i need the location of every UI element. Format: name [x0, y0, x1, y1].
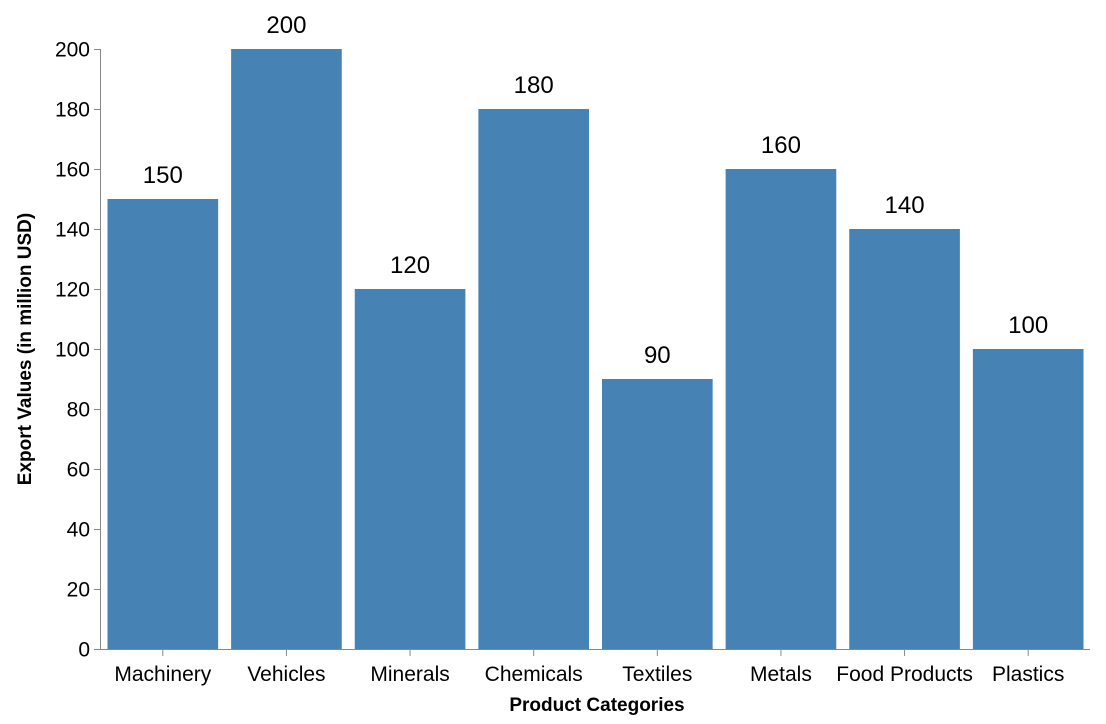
y-tick-label-120: 120 [55, 279, 90, 302]
bars-layer [107, 49, 1084, 649]
bar-vehicles [231, 49, 342, 649]
x-tick-label-vehicles: Vehicles [247, 663, 325, 686]
data-label-machinery: 150 [143, 162, 183, 189]
x-tick-label-metals: Metals [750, 663, 812, 686]
x-tick-label-food-products: Food Products [836, 663, 973, 686]
y-tick-label-100: 100 [55, 339, 90, 362]
y-tick-label-140: 140 [55, 219, 90, 242]
y-tick-label-0: 0 [78, 639, 90, 662]
bar-food-products [849, 229, 960, 649]
y-axis: 0 20 40 60 80 100 120 140 160 180 200 [55, 39, 101, 662]
bar-textiles [602, 379, 713, 649]
bar-chemicals [478, 109, 590, 649]
x-axis: Machinery Vehicles Minerals Chemicals Textil… [100, 649, 1090, 686]
data-labels-layer: 150 200 120 180 90 160 140 100 [143, 12, 1048, 369]
bar-plastics [972, 349, 1084, 649]
data-label-minerals: 120 [390, 252, 430, 279]
data-label-vehicles: 200 [266, 12, 306, 39]
bar-metals [725, 169, 837, 649]
x-tick-label-minerals: Minerals [370, 663, 449, 686]
x-tick-label-machinery: Machinery [114, 663, 211, 686]
y-tick-label-20: 20 [67, 579, 90, 602]
y-tick-label-40: 40 [67, 519, 90, 542]
data-label-chemicals: 180 [514, 72, 554, 99]
y-tick-label-80: 80 [67, 399, 90, 422]
data-label-plastics: 100 [1008, 312, 1048, 339]
x-axis-title: Product Categories [509, 695, 684, 716]
bar-machinery [107, 199, 219, 649]
y-tick-label-60: 60 [67, 459, 90, 482]
x-tick-label-chemicals: Chemicals [485, 663, 583, 686]
data-label-metals: 160 [761, 132, 801, 159]
data-label-food-products: 140 [885, 192, 925, 219]
y-axis-title: Export Values (in million USD) [15, 213, 36, 485]
bar-minerals [354, 289, 466, 649]
data-label-textiles: 90 [644, 342, 671, 369]
y-tick-label-160: 160 [55, 159, 90, 182]
x-tick-label-plastics: Plastics [992, 663, 1064, 686]
y-tick-label-200: 200 [55, 39, 90, 62]
y-tick-label-180: 180 [55, 99, 90, 122]
x-tick-label-textiles: Textiles [622, 663, 692, 686]
